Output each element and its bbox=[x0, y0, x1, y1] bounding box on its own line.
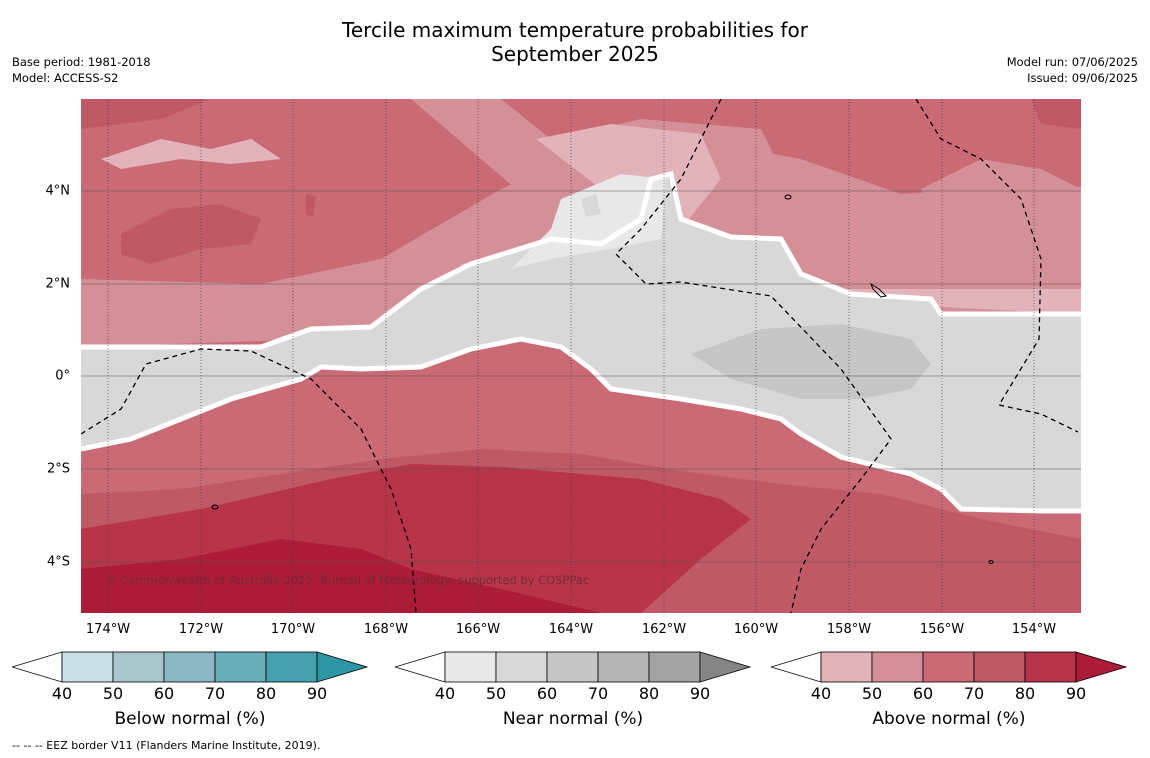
region-above-70-nw2 bbox=[81, 99, 211, 129]
colorbar-tick-label: 60 bbox=[536, 684, 558, 703]
model-name: Model: ACCESS-S2 bbox=[12, 71, 119, 85]
base-period: Base period: 1981-2018 bbox=[12, 55, 151, 69]
colorbar-tick-label: 40 bbox=[810, 684, 832, 703]
colorbar-tick-label: 40 bbox=[434, 684, 456, 703]
eez-border-west bbox=[80, 348, 417, 614]
colorbar-below-swatches bbox=[10, 651, 369, 683]
colorbar-above-normal: Above normal (%) 40 50 60 70 80 90 bbox=[769, 651, 1128, 731]
colorbar-tick-label: 90 bbox=[689, 684, 711, 703]
lat-label-4n: 4°N bbox=[45, 183, 71, 199]
colorbar-swatch bbox=[495, 651, 548, 683]
region-near-50 bbox=[81, 174, 1081, 511]
map-panel: © Commonwealth of Australia 2025, Bureau… bbox=[80, 98, 1081, 614]
colorbar-tick-label: 50 bbox=[485, 684, 507, 703]
colorbar-tick-label: 70 bbox=[963, 684, 985, 703]
colorbar-tick-label: 50 bbox=[102, 684, 124, 703]
title-line-2: September 2025 bbox=[491, 42, 659, 66]
colorbar-tick-label: 60 bbox=[153, 684, 175, 703]
colorbar-tick-label: 90 bbox=[306, 684, 328, 703]
colorbar-tick-label: 40 bbox=[51, 684, 73, 703]
colorbar-extend-low bbox=[10, 651, 63, 683]
region-above-50-northeast bbox=[921, 159, 1081, 309]
colorbar-near-normal: Near normal (%) 40 50 60 70 80 90 bbox=[393, 651, 752, 731]
colorbar-swatch bbox=[444, 651, 497, 683]
model-run: Model run: 07/06/2025 bbox=[1006, 55, 1138, 69]
lat-label-2s: 2°S bbox=[46, 461, 70, 477]
lon-label-170w: 170°W bbox=[270, 622, 316, 637]
lon-label-162w: 162°W bbox=[641, 622, 687, 637]
lon-label-172w: 172°W bbox=[178, 622, 224, 637]
lat-label-0: 0° bbox=[55, 368, 70, 384]
islands bbox=[211, 194, 994, 564]
region-near-50-small bbox=[581, 194, 601, 217]
lon-label-166w: 166°W bbox=[455, 622, 501, 637]
colorbar-extend-low bbox=[393, 651, 446, 683]
lon-label-164w: 164°W bbox=[548, 622, 594, 637]
colorbar-below-title: Below normal (%) bbox=[114, 709, 266, 729]
colorbar-swatch bbox=[820, 651, 873, 683]
lon-label-168w: 168°W bbox=[363, 622, 409, 637]
colorbar-tick-label: 80 bbox=[638, 684, 660, 703]
copyright-text: © Commonwealth of Australia 2025, Bureau… bbox=[105, 573, 590, 587]
lon-label-154w: 154°W bbox=[1011, 622, 1057, 637]
latitude-lines bbox=[81, 190, 1081, 563]
footnote-eez: -- -- -- EEZ border V11 (Flanders Marine… bbox=[12, 739, 321, 752]
colorbar-swatch bbox=[922, 651, 975, 683]
colorbar-swatch bbox=[1024, 651, 1077, 683]
colorbar-tick-label: 50 bbox=[861, 684, 883, 703]
colorbar-extend-high bbox=[1075, 651, 1128, 683]
colorbar-swatch bbox=[265, 651, 318, 683]
colorbar-swatch bbox=[163, 651, 216, 683]
colorbar-below-normal: Below normal (%) 40 50 60 70 80 90 bbox=[10, 651, 369, 731]
eez-borders bbox=[80, 98, 1079, 614]
colorbar-swatch bbox=[61, 651, 114, 683]
title-line-1: Tercile maximum temperature probabilitie… bbox=[342, 18, 808, 42]
colorbar-near-title: Near normal (%) bbox=[502, 709, 644, 729]
map-title: Tercile maximum temperature probabilitie… bbox=[0, 18, 1150, 66]
colorbar-swatch bbox=[546, 651, 599, 683]
region-above-70-nw bbox=[121, 204, 261, 264]
tercile-boundary-north bbox=[81, 170, 1081, 350]
colorbar-swatch bbox=[648, 651, 701, 683]
tercile-boundary-south bbox=[80, 336, 1081, 514]
region-above-40-nw bbox=[101, 139, 281, 169]
region-near-40 bbox=[511, 174, 666, 269]
colorbar-near-swatches bbox=[393, 651, 752, 683]
colorbar-swatch bbox=[871, 651, 924, 683]
colorbar-swatch bbox=[214, 651, 267, 683]
colorbar-swatch bbox=[973, 651, 1026, 683]
meta-right: Model run: 07/06/2025 Issued: 09/06/2025 bbox=[1007, 54, 1138, 86]
colorbar-tick-label: 80 bbox=[1014, 684, 1036, 703]
colorbar-tick-label: 80 bbox=[255, 684, 277, 703]
eez-border-central bbox=[615, 98, 892, 614]
lat-label-4s: 4°S bbox=[46, 554, 70, 570]
colorbar-extend-high bbox=[316, 651, 369, 683]
colorbar-tick-label: 70 bbox=[587, 684, 609, 703]
lon-label-158w: 158°W bbox=[826, 622, 872, 637]
issued-date: Issued: 09/06/2025 bbox=[1027, 71, 1138, 85]
lat-label-2n: 2°N bbox=[45, 276, 71, 292]
colorbar-swatch bbox=[112, 651, 165, 683]
region-above-90-south bbox=[81, 539, 601, 613]
colorbar-extend-high bbox=[699, 651, 752, 683]
region-above-70-blob bbox=[305, 194, 316, 217]
colorbar-above-title: Above normal (%) bbox=[872, 709, 1026, 729]
colorbar-tick-label: 90 bbox=[1065, 684, 1087, 703]
meta-left: Base period: 1981-2018 Model: ACCESS-S2 bbox=[12, 54, 151, 86]
region-above-70-se bbox=[761, 569, 1081, 613]
eez-border-east bbox=[915, 98, 1079, 433]
lon-label-160w: 160°W bbox=[733, 622, 779, 637]
colorbar-swatch bbox=[597, 651, 650, 683]
region-near-60 bbox=[691, 324, 931, 399]
colorbar-tick-label: 60 bbox=[912, 684, 934, 703]
colorbar-extend-low bbox=[769, 651, 822, 683]
region-above-70-ne bbox=[1031, 99, 1081, 129]
colorbar-tick-label: 70 bbox=[204, 684, 226, 703]
probability-map bbox=[80, 98, 1081, 614]
lon-label-156w: 156°W bbox=[919, 622, 965, 637]
colorbar-above-swatches bbox=[769, 651, 1128, 683]
lon-label-174w: 174°W bbox=[85, 622, 131, 637]
